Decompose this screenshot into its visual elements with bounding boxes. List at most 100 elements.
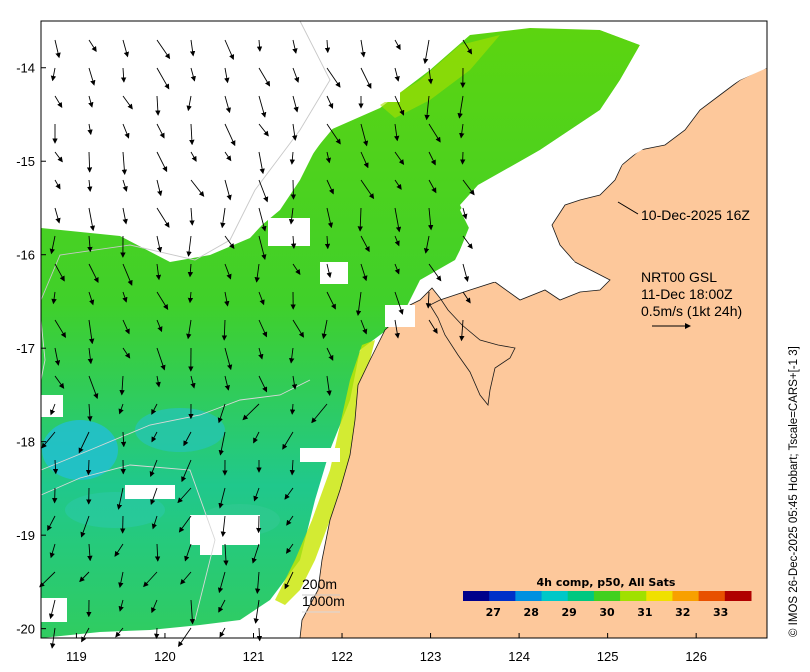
current-vector [321,319,328,340]
current-vector [184,543,192,562]
colorbar-title: 4h comp, p50, All Sats [537,576,676,589]
current-vector [156,39,171,60]
current-vector [143,571,158,588]
current-vector [88,291,95,306]
current-vector [190,179,205,197]
colorbar-swatch [463,591,490,601]
colorbar-swatch [724,591,752,601]
current-vector [427,67,434,85]
colorbar-swatch [672,591,700,601]
current-vector [54,375,65,389]
current-vector [357,207,363,232]
x-tick-label: 124 [508,649,530,664]
cloud-patch-5 [41,395,63,417]
colorbar-label: 30 [599,606,615,619]
current-vector [224,39,235,61]
current-vector [285,543,294,554]
x-axis: 119 120 121 122 123 124 125 126 [66,633,707,664]
sst-field [41,28,640,638]
warm-north-band [380,35,500,118]
current-vector [122,95,133,110]
colorbar-swatch [698,591,726,601]
y-tick-label: -15 [16,154,35,169]
current-vector [180,571,192,585]
current-vector [50,67,57,82]
x-tick-label: 120 [154,649,176,664]
cool-patch-2 [135,408,225,452]
current-vector [251,543,260,564]
current-vector [54,263,65,282]
current-vector [459,123,465,139]
current-vector [394,235,400,247]
isobath-1000-label: 1000m [302,593,345,609]
y-axis: -14 -15 -16 -17 -18 -19 -20 [16,61,46,637]
current-vector [154,627,160,640]
current-vector [220,515,226,537]
colorbar-label: 27 [486,606,501,619]
current-vector [155,95,161,116]
current-vector [286,515,294,526]
current-vector [78,431,90,454]
current-vector [324,235,331,250]
current-vector [39,571,56,588]
colorbar-swatch [541,591,569,601]
current-vector [181,459,192,483]
current-vector [154,543,161,562]
current-vector [326,123,341,145]
current-vector [326,179,334,195]
current-vector [394,179,402,190]
current-vector [54,151,63,163]
current-vector [288,207,295,225]
current-vector [224,95,231,114]
current-vector [224,347,233,371]
cloud-patch-2 [320,262,348,284]
current-vector [462,291,471,304]
current-vector [326,67,341,88]
isobath-200m [40,20,331,301]
current-vector [258,207,267,232]
y-tick-label: -20 [16,622,35,637]
current-vector [394,291,404,315]
current-vector [462,235,473,250]
current-vector [219,627,226,638]
cloud-patch-9 [41,598,67,622]
current-vector [54,179,61,190]
current-vector [360,67,372,89]
current-vector [122,291,128,303]
current-vector [88,375,99,400]
colorbar-swatch [646,591,673,601]
current-vector [218,599,226,613]
current-vector [292,319,304,338]
y-tick-label: -18 [16,435,35,450]
current-vector [423,39,430,65]
current-vector [326,347,334,361]
current-vector [223,543,229,566]
land [299,67,768,639]
current-vector [122,39,129,58]
current-vector [119,375,125,396]
current-vector [156,319,163,333]
current-vector [324,39,331,54]
current-vector [311,403,328,424]
current-vector [88,319,95,345]
current-vector [186,95,192,112]
x-tick-label: 125 [597,649,619,664]
current-vector [258,95,267,118]
current-vector [360,319,368,335]
current-vector [394,123,400,142]
current-vector [394,95,405,116]
current-vector [224,375,230,391]
current-vector [156,67,170,90]
current-vector [121,151,128,175]
current-vector [49,235,56,255]
current-vector [122,319,130,335]
current-vector [122,263,133,286]
current-vector [258,235,267,260]
current-vector [177,487,192,504]
current-vector [189,123,195,146]
current-vector [54,207,61,224]
current-vector [457,95,464,119]
current-vector [80,515,90,538]
current-vector [220,207,226,229]
